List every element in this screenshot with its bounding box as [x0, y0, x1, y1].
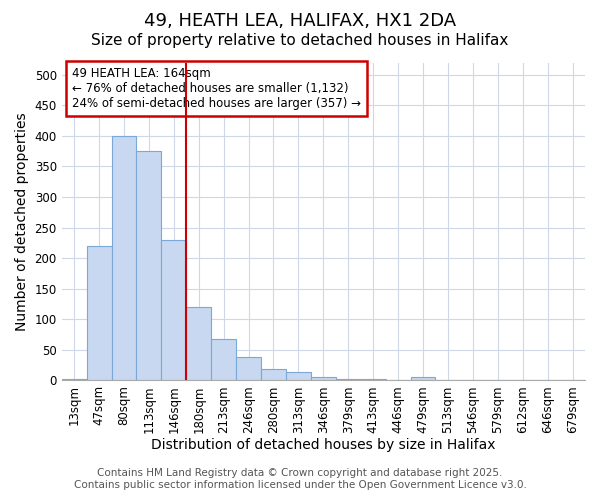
Text: 49 HEATH LEA: 164sqm
← 76% of detached houses are smaller (1,132)
24% of semi-de: 49 HEATH LEA: 164sqm ← 76% of detached h… — [72, 68, 361, 110]
Text: Contains HM Land Registry data © Crown copyright and database right 2025.
Contai: Contains HM Land Registry data © Crown c… — [74, 468, 526, 490]
X-axis label: Distribution of detached houses by size in Halifax: Distribution of detached houses by size … — [151, 438, 496, 452]
Bar — [286, 372, 311, 380]
Bar — [410, 377, 436, 380]
Bar — [186, 307, 211, 380]
Bar — [336, 379, 361, 380]
Bar — [211, 339, 236, 380]
Bar — [236, 357, 261, 380]
Y-axis label: Number of detached properties: Number of detached properties — [15, 112, 29, 331]
Bar — [311, 377, 336, 380]
Bar — [261, 370, 286, 380]
Bar — [112, 136, 136, 380]
Bar — [361, 379, 386, 380]
Bar — [161, 240, 186, 380]
Bar — [136, 151, 161, 380]
Text: 49, HEATH LEA, HALIFAX, HX1 2DA: 49, HEATH LEA, HALIFAX, HX1 2DA — [144, 12, 456, 30]
Text: Size of property relative to detached houses in Halifax: Size of property relative to detached ho… — [91, 32, 509, 48]
Bar — [62, 378, 86, 380]
Bar — [86, 246, 112, 380]
